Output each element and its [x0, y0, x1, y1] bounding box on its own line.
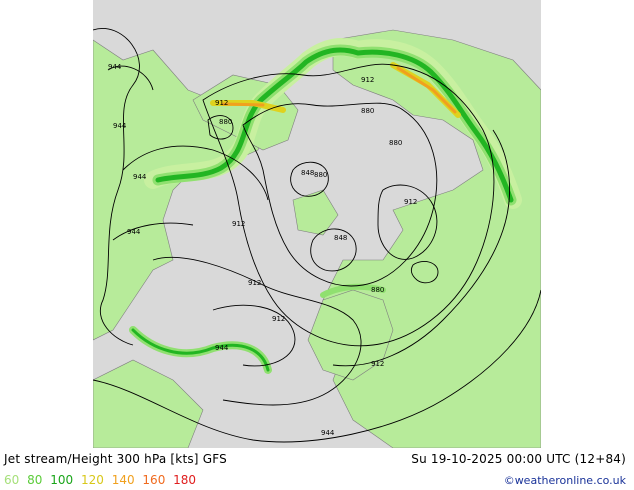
jet-stream-bands	[129, 38, 522, 374]
contour-912-south	[212, 304, 296, 367]
contour-944-outer	[93, 289, 541, 443]
contour-label: 880	[371, 286, 384, 294]
jet-core-140	[221, 102, 265, 107]
contour-label: 848	[301, 169, 314, 177]
land-masses	[93, 29, 541, 448]
contour-label: 944	[133, 173, 147, 181]
contour-label: 912	[371, 360, 384, 368]
land-europe	[307, 289, 394, 381]
legend-item: 60	[4, 473, 20, 487]
contour-label: 912	[272, 315, 285, 323]
contour-label: 880	[219, 118, 232, 126]
contour-label: 880	[361, 107, 374, 115]
contour-label: 912	[215, 99, 228, 107]
contour-label: 912	[248, 279, 261, 287]
contour-label: 944	[215, 344, 229, 352]
legend-item: 180	[173, 473, 197, 487]
land-arctic-islands	[292, 189, 339, 236]
jet-stream-map: 944 944 944 944 912 880 912 880 880 848 …	[93, 0, 541, 448]
valid-time: Su 19-10-2025 00:00 UTC (12+84)	[411, 452, 626, 466]
contour-912-east	[377, 184, 438, 260]
contour-944-c	[112, 222, 194, 241]
contour-912-small	[410, 261, 439, 284]
contour-944-south	[152, 256, 362, 406]
height-contours	[93, 28, 541, 443]
contour-944-b	[122, 145, 269, 201]
contour-labels: 944 944 944 944 912 880 912 880 880 848 …	[108, 63, 417, 437]
contour-label: 912	[404, 198, 417, 206]
legend-item: 120	[80, 473, 104, 487]
chart-title: Jet stream/Height 300 hPa [kts] GFS	[4, 452, 227, 466]
contour-label: 944	[113, 122, 127, 130]
jet-band-mid	[320, 283, 386, 298]
map-canvas: 944 944 944 944 912 880 912 880 880 848 …	[93, 28, 541, 448]
credit-link[interactable]: ©weatheronline.co.uk	[503, 474, 626, 487]
legend-item: 140	[111, 473, 135, 487]
contour-label: 880	[314, 171, 327, 179]
contour-880-ring	[242, 102, 438, 287]
legend: 60 80 100 120 140 160 180	[4, 473, 200, 487]
jet-band-south	[129, 326, 272, 374]
legend-item: 80	[27, 473, 43, 487]
contour-848-center	[310, 228, 357, 272]
contour-880-low	[207, 115, 234, 140]
legend-item: 160	[142, 473, 166, 487]
contour-912-ring	[202, 63, 495, 347]
contour-label: 912	[232, 220, 245, 228]
contour-label: 944	[108, 63, 122, 71]
contour-label: 912	[361, 76, 374, 84]
jet-band-south-core	[131, 328, 270, 372]
jet-core-140-east	[396, 66, 457, 114]
land-alaska	[93, 359, 204, 448]
jet-band-100	[155, 47, 514, 203]
contour-label: 880	[389, 139, 402, 147]
contour-944-a	[107, 65, 154, 91]
contour-912-outer	[332, 129, 510, 367]
contour-848-low	[290, 161, 329, 197]
contour-label: 848	[334, 234, 347, 242]
contour-944-west	[93, 28, 140, 346]
contour-label: 944	[321, 429, 335, 437]
legend-item: 100	[50, 473, 74, 487]
contour-label: 944	[127, 228, 141, 236]
